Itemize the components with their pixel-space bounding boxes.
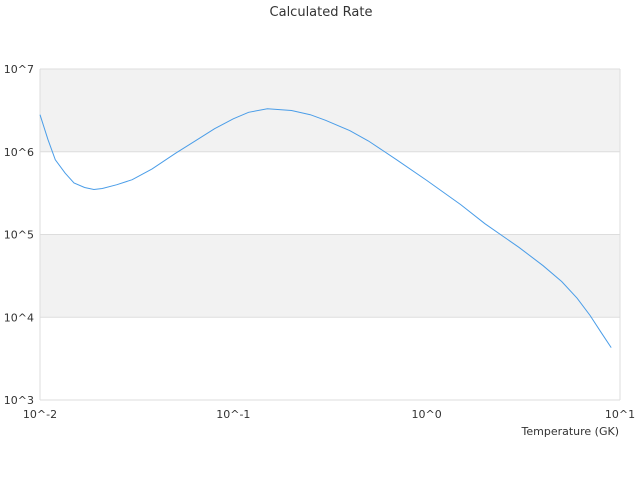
y-tick-label: 10^7 xyxy=(4,63,34,76)
plot-bands xyxy=(40,69,620,318)
x-tick-label: 10^1 xyxy=(605,408,635,421)
series-line xyxy=(39,108,612,348)
series-group xyxy=(39,108,612,348)
x-axis-title: Temperature (GK) xyxy=(521,425,620,438)
y-tick-label: 10^6 xyxy=(4,146,34,159)
x-tick-label: 10^-2 xyxy=(23,408,57,421)
plot-band xyxy=(40,234,620,318)
y-tick-label: 10^3 xyxy=(4,394,34,407)
x-tick-label: 10^-1 xyxy=(216,408,250,421)
chart-title: Calculated Rate xyxy=(270,5,373,20)
x-tick-label: 10^0 xyxy=(412,408,442,421)
y-tick-label: 10^5 xyxy=(4,229,34,242)
grid-lines xyxy=(39,68,621,401)
x-axis-ticks: 10^-2 10^-1 10^0 10^1 xyxy=(23,408,635,421)
plot-band xyxy=(40,69,620,152)
y-tick-label: 10^4 xyxy=(4,311,34,324)
y-axis-ticks: 10^3 10^4 10^5 10^6 10^7 xyxy=(4,63,34,407)
